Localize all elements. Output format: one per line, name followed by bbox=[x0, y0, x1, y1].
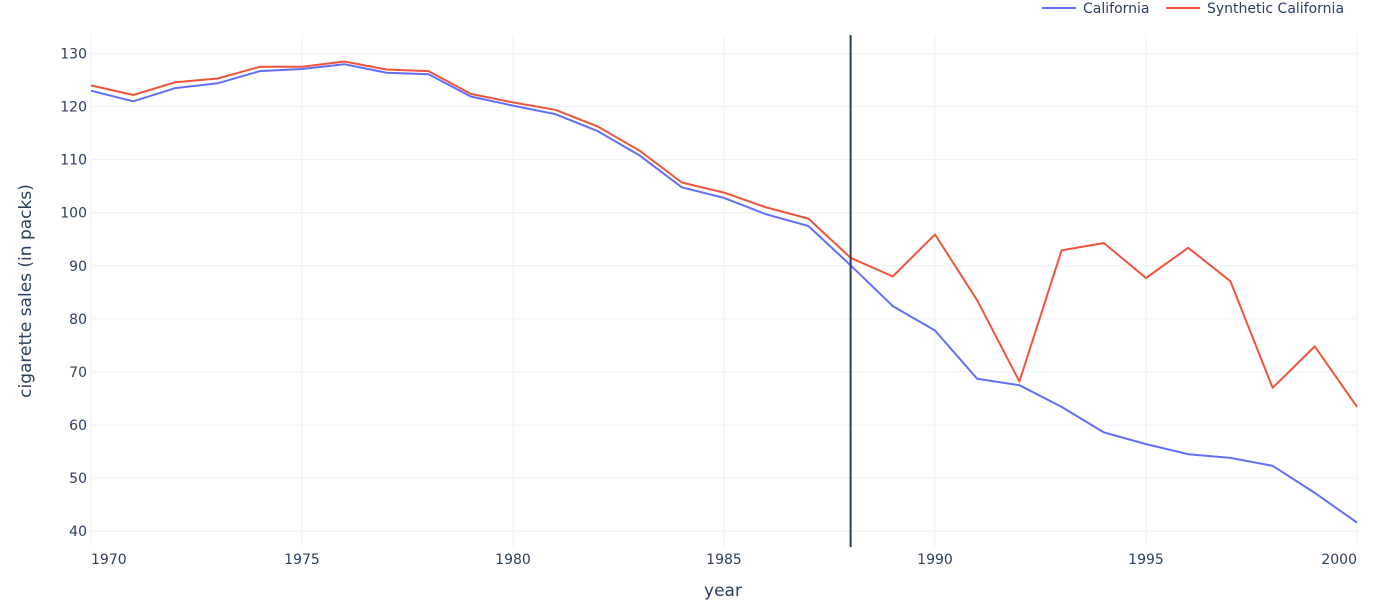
y-tick-label: 80 bbox=[69, 312, 87, 328]
x-tick-label: 1985 bbox=[706, 552, 742, 568]
x-tick-label: 1970 bbox=[91, 552, 127, 568]
series-line-synthetic-california bbox=[90, 60, 1358, 408]
grid-lines bbox=[90, 35, 1358, 547]
y-tick-label: 130 bbox=[60, 47, 87, 63]
y-tick-label: 100 bbox=[60, 206, 87, 222]
y-tick-label: 110 bbox=[60, 153, 87, 169]
x-tick-label: 1980 bbox=[495, 552, 531, 568]
x-tick-label: 2000 bbox=[1321, 552, 1357, 568]
x-axis-title: year bbox=[704, 581, 742, 601]
y-tick-label: 40 bbox=[69, 524, 87, 540]
y-tick-label: 90 bbox=[69, 259, 87, 275]
series-lines bbox=[90, 60, 1358, 524]
x-tick-label: 1975 bbox=[284, 552, 320, 568]
x-tick-label: 1990 bbox=[917, 552, 953, 568]
legend-item-synthetic-california[interactable]: Synthetic California bbox=[1166, 1, 1344, 17]
legend-label-synthetic-california: Synthetic California bbox=[1207, 1, 1344, 17]
y-tick-label: 50 bbox=[69, 471, 87, 487]
y-tick-label: 120 bbox=[60, 100, 87, 116]
legend-label-california: California bbox=[1083, 1, 1149, 17]
x-tick-label: 1995 bbox=[1128, 552, 1164, 568]
legend-item-california[interactable]: California bbox=[1042, 1, 1149, 17]
tick-labels: 40 50 60 70 80 90 100 110 120 130 1970 1975 1980 1985… bbox=[60, 47, 1357, 568]
series-line-california bbox=[90, 63, 1358, 524]
y-axis-title: cigarette sales (in packs) bbox=[16, 184, 36, 398]
y-tick-label: 70 bbox=[69, 365, 87, 381]
y-tick-label: 60 bbox=[69, 418, 87, 434]
legend[interactable]: California Synthetic California bbox=[1042, 1, 1344, 17]
